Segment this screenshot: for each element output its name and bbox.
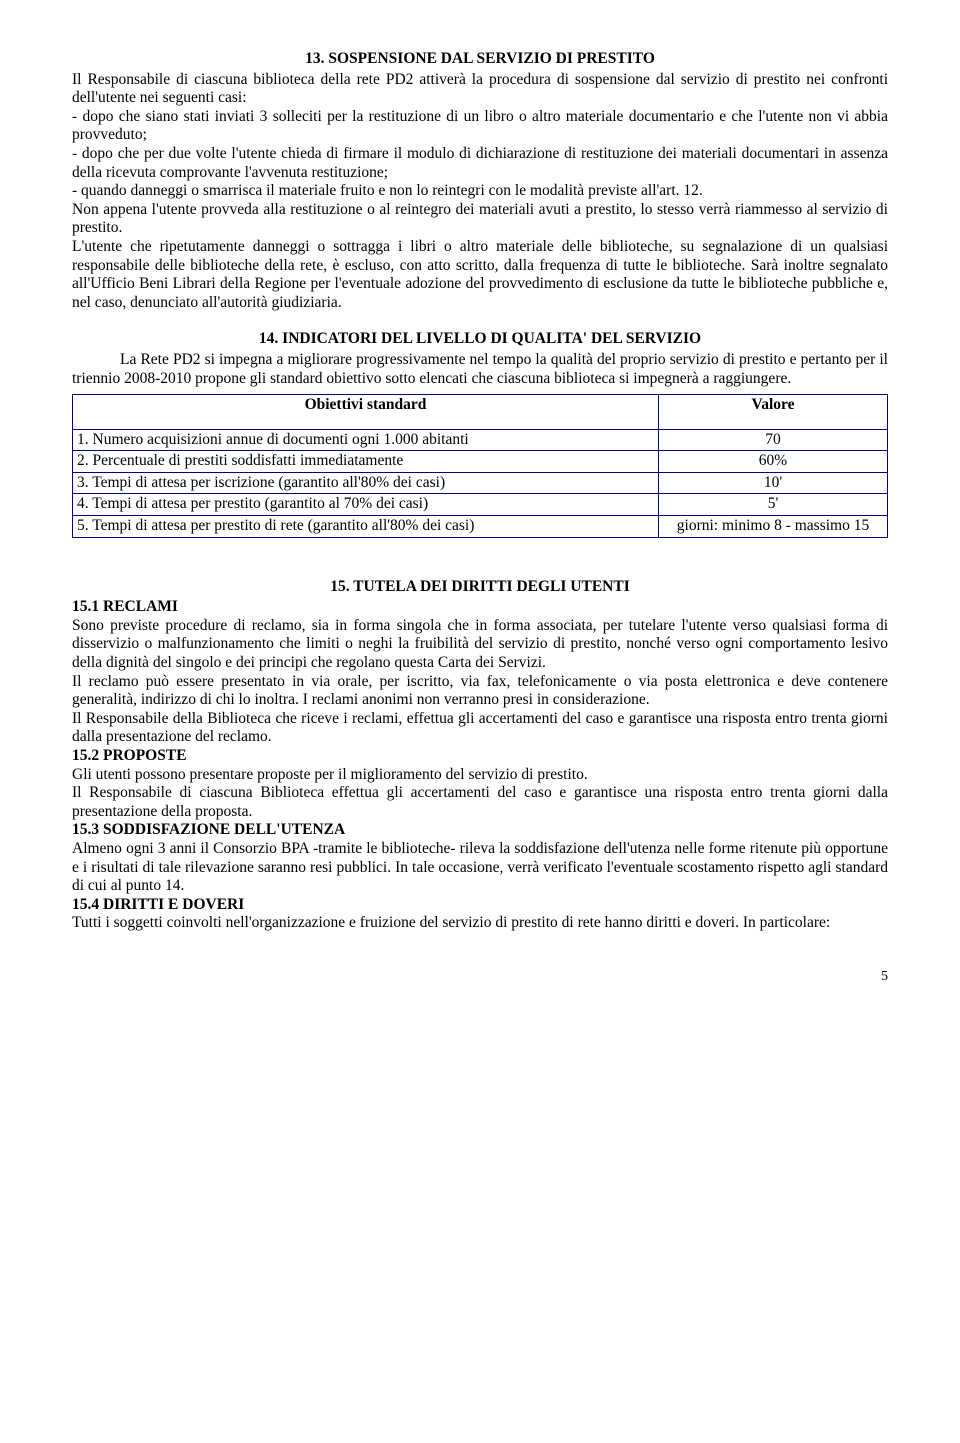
section-15: 15. TUTELA DEI DIRITTI DEGLI UTENTI 15.1…: [72, 578, 888, 933]
section-13-intro: Il Responsabile di ciascuna biblioteca d…: [72, 71, 888, 108]
section-14-para-1: La Rete PD2 si impegna a migliorare prog…: [72, 351, 888, 388]
header-obiettivi: Obiettivi standard: [73, 395, 659, 430]
table-row: 2. Percentuale di prestiti soddisfatti i…: [73, 451, 888, 473]
table-row: 5. Tempi di attesa per prestito di rete …: [73, 516, 888, 538]
cell-valore: 70: [659, 429, 888, 451]
page-number: 5: [72, 969, 888, 986]
subsection-15-2-para-2: Il Responsabile di ciascuna Biblioteca e…: [72, 784, 888, 821]
section-14: 14. INDICATORI DEL LIVELLO DI QUALITA' D…: [72, 330, 888, 537]
subsection-15-1-para-3: Il Responsabile della Biblioteca che ric…: [72, 710, 888, 747]
subsection-15-4-para-1: Tutti i soggetti coinvolti nell'organizz…: [72, 914, 888, 933]
section-13-bullet-2: - dopo che per due volte l'utente chieda…: [72, 145, 888, 182]
subsection-15-2-label: 15.2 PROPOSTE: [72, 747, 187, 764]
table-row: 4. Tempi di attesa per prestito (garanti…: [73, 494, 888, 516]
subsection-15-4-title: 15.4 DIRITTI E DOVERI: [72, 896, 888, 915]
cell-obiettivo: 4. Tempi di attesa per prestito (garanti…: [73, 494, 659, 516]
table-row: 3. Tempi di attesa per iscrizione (garan…: [73, 472, 888, 494]
section-13-title: 13. SOSPENSIONE DAL SERVIZIO DI PRESTITO: [72, 50, 888, 69]
cell-valore: giorni: minimo 8 - massimo 15: [659, 516, 888, 538]
cell-obiettivo: 5. Tempi di attesa per prestito di rete …: [73, 516, 659, 538]
section-13: 13. SOSPENSIONE DAL SERVIZIO DI PRESTITO…: [72, 50, 888, 312]
section-13-bullet-3: - quando danneggi o smarrisca il materia…: [72, 182, 888, 201]
table-row: 1. Numero acquisizioni annue di document…: [73, 429, 888, 451]
cell-valore: 10': [659, 472, 888, 494]
cell-obiettivo: 2. Percentuale di prestiti soddisfatti i…: [73, 451, 659, 473]
subsection-15-1-title: 15.1 RECLAMI: [72, 598, 888, 617]
section-15-title: 15. TUTELA DEI DIRITTI DEGLI UTENTI: [72, 578, 888, 597]
section-14-title: 14. INDICATORI DEL LIVELLO DI QUALITA' D…: [72, 330, 888, 349]
cell-obiettivo: 3. Tempi di attesa per iscrizione (garan…: [73, 472, 659, 494]
subsection-15-1-para-1: Sono previste procedure di reclamo, sia …: [72, 617, 888, 673]
section-13-para-3: L'utente che ripetutamente danneggi o so…: [72, 238, 888, 312]
section-13-para-2: Non appena l'utente provveda alla restit…: [72, 201, 888, 238]
standards-table: Obiettivi standard Valore 1. Numero acqu…: [72, 394, 888, 538]
cell-valore: 5': [659, 494, 888, 516]
subsection-15-2-title: 15.2 PROPOSTE: [72, 747, 888, 766]
subsection-15-4-label: 15.4 DIRITTI E DOVERI: [72, 896, 244, 913]
subsection-15-2-para-1: Gli utenti possono presentare proposte p…: [72, 766, 888, 785]
cell-obiettivo: 1. Numero acquisizioni annue di document…: [73, 429, 659, 451]
table-header-row: Obiettivi standard Valore: [73, 395, 888, 430]
section-13-bullet-1: - dopo che siano stati inviati 3 solleci…: [72, 108, 888, 145]
subsection-15-3-para-1: Almeno ogni 3 anni il Consorzio BPA -tra…: [72, 840, 888, 896]
subsection-15-3-title: 15.3 SODDISFAZIONE DELL'UTENZA: [72, 821, 888, 840]
subsection-15-1-label: 15.1 RECLAMI: [72, 598, 178, 615]
subsection-15-3-label: 15.3 SODDISFAZIONE DELL'UTENZA: [72, 821, 345, 838]
header-valore: Valore: [659, 395, 888, 430]
subsection-15-1-para-2: Il reclamo può essere presentato in via …: [72, 673, 888, 710]
cell-valore: 60%: [659, 451, 888, 473]
